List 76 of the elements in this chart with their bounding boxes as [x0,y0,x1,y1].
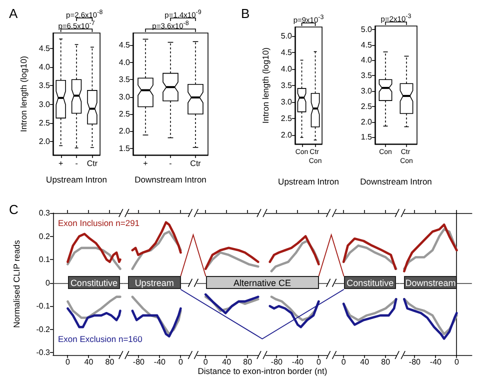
x-tick-label: + [143,159,148,168]
y-tick-label: 4.0 [38,62,51,72]
x-tick-label: Ctr [190,159,202,168]
exon-box: Constitutive [344,276,396,290]
x-tick-label: 80 [381,358,391,366]
y-tick-label: 4.5 [360,40,373,50]
exon-box: Downstream [404,276,457,290]
x-tick-label: 0 [65,358,70,366]
x-tick-label: -40 [430,358,442,366]
x-tick-label: 0 [316,358,322,366]
y-tick-label: 3.0 [118,92,131,102]
x-tick-label: 0 [454,358,460,366]
x-tick-label: 80 [105,358,115,366]
y-tick-label: 2.5 [360,102,373,111]
text: Exon Exclusion n=160 [58,334,142,344]
x-tick-label: -80 [409,358,422,366]
x-tick-label: 40 [84,358,94,366]
y-tick-label: 3.5 [38,81,51,90]
y-tick-label: 3.0 [280,97,293,106]
x-tick-label: 0 [204,358,209,366]
x-tick-label: 40 [222,358,232,366]
y-tick-label: 4.0 [118,58,131,67]
y-tick-label: 0 [46,278,51,288]
x-tick-label: - [75,159,78,168]
chart-title: C [9,202,18,217]
y-tick-label: 4.0 [280,64,293,74]
chart-title: B [241,6,250,21]
y-tick-label: 1.5 [118,144,131,153]
y-tick-label: -0.3 [36,348,51,358]
y-tick-label: 4.5 [280,48,293,58]
x-tick-label: 80 [243,358,253,366]
x-tick-label: + [58,159,64,168]
y-axis-title: Normalised CLIP reads [12,240,22,328]
y-tick-label: 2.5 [280,114,293,123]
y-tick-label: 3.5 [118,75,131,84]
y-tick-label: 0.1 [38,255,51,264]
x-tick-label: 0 [342,358,347,366]
y-tick-label: 0.3 [38,208,51,218]
y-tick-label: 3.0 [360,86,373,96]
y-tick-label: 2.0 [118,126,131,136]
x-axis-title: Downstream Intron [360,176,432,186]
exon-box: Constitutive [68,276,120,290]
x-tick-label: 40 [360,358,370,366]
x-axis-title: Downstream Intron [134,174,207,184]
y-tick-label: 4.5 [118,40,131,50]
y-tick-label: 2.0 [360,117,373,126]
y-axis-title: Intron length (log10) [260,47,270,124]
x-tick-label: -80 [270,358,284,366]
y-tick-label: 1.5 [360,132,373,142]
y-tick-label: 3.5 [280,81,293,90]
y-tick-label: 5.0 [360,24,373,34]
x-axis-title: Upstream Intron [46,174,108,184]
y-tick-label: -0.2 [36,324,51,334]
y-tick-label: 2.5 [118,109,131,118]
x-tick-label: Ctr [86,159,98,168]
y-axis-title: Intron length (log10) [18,56,28,132]
y-tick-label: 2.5 [38,118,51,128]
x-tick-label: - [169,159,172,168]
y-tick-label: 4.5 [38,44,51,53]
y-tick-label: 2.0 [38,137,51,146]
chart-title: A [9,6,18,21]
x-tick-label: -40 [292,358,304,366]
x-tick-label: -40 [154,358,166,366]
y-tick-label: 3.0 [38,100,51,109]
x-axis-title: Upstream Intron [278,176,340,186]
y-tick-label: -0.1 [36,302,51,311]
y-tick-label: 2.0 [280,130,293,140]
y-tick-label: 4.0 [360,56,373,65]
exon-box: Upstream [128,276,181,290]
x-axis-title: Distance to exon-intron border (nt) [198,366,328,376]
y-tick-label: 0.2 [38,232,51,241]
x-tick-label: -80 [132,358,145,366]
x-tick-label: 0 [178,358,184,366]
text: Exon Inclusion n=291 [58,218,140,228]
y-tick-label: 5.0 [280,32,293,41]
y-tick-label: 3.5 [360,71,373,80]
